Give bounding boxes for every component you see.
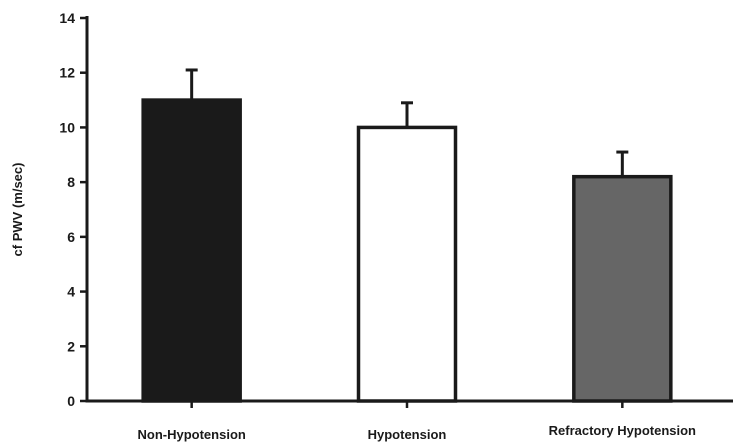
x-axis-ticks: Non-Hypotension Hypotension Refractory Hyp… bbox=[138, 401, 696, 442]
bar-3 bbox=[572, 174, 673, 403]
y-axis-title: cf PWV (m/sec) bbox=[10, 163, 25, 257]
x-category-label: Hypotension bbox=[368, 427, 447, 442]
bar-1 bbox=[141, 98, 242, 403]
bar-2 bbox=[356, 125, 458, 403]
y-tick-label: 14 bbox=[59, 10, 75, 26]
error-bars bbox=[185, 68, 629, 177]
x-category-label: Non-Hypotension bbox=[138, 427, 246, 442]
y-tick-label: 6 bbox=[67, 229, 75, 245]
y-tick-label: 0 bbox=[67, 393, 75, 409]
y-tick-label: 4 bbox=[67, 284, 75, 300]
bars bbox=[141, 98, 673, 403]
y-tick-label: 2 bbox=[67, 338, 75, 354]
y-axis-ticks: 0 2 4 6 8 10 12 14 bbox=[59, 10, 87, 409]
y-tick-label: 12 bbox=[59, 65, 75, 81]
y-tick-label: 10 bbox=[59, 119, 75, 135]
x-category-label: Refractory Hypotension bbox=[549, 423, 696, 438]
y-tick-label: 8 bbox=[67, 174, 75, 190]
